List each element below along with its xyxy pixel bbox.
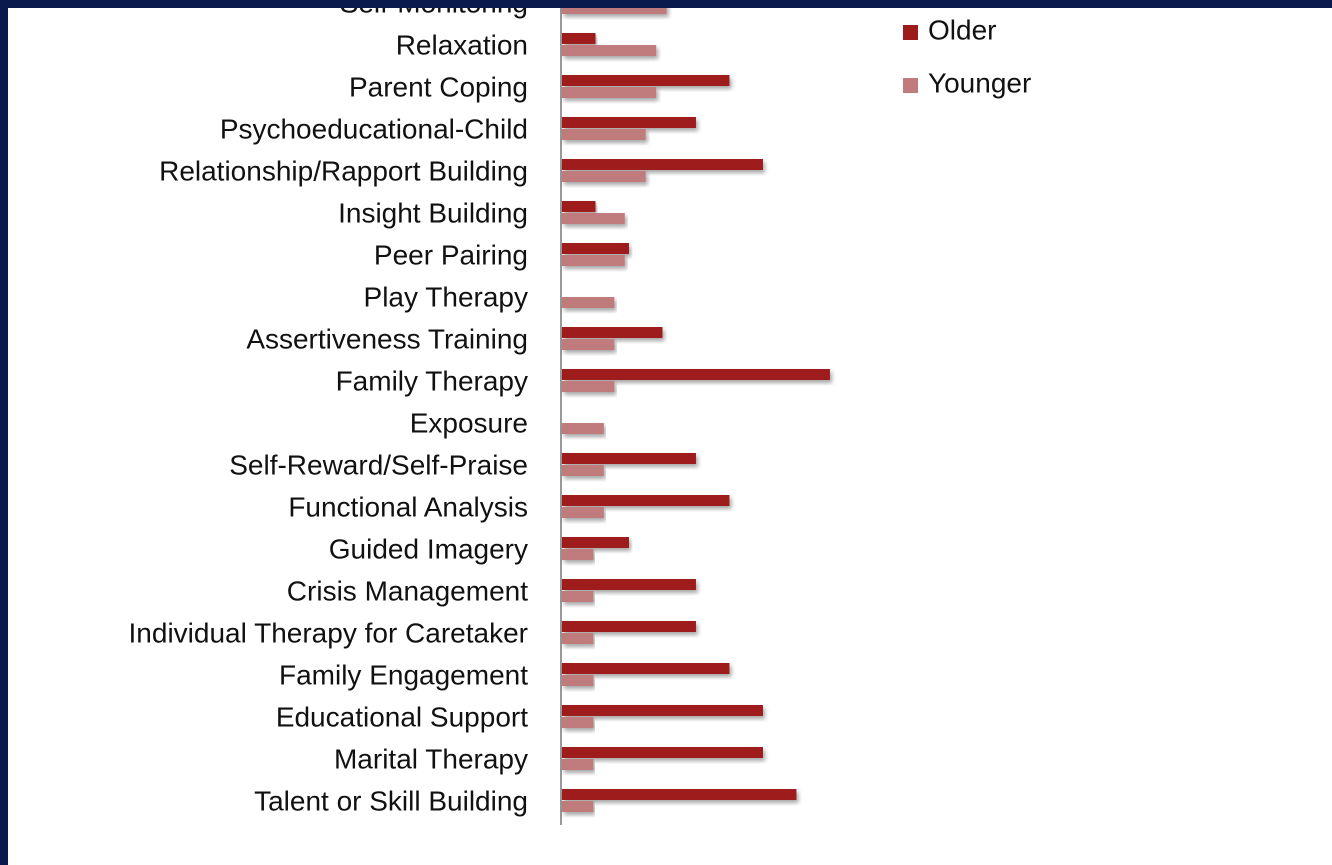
- bar: [562, 801, 594, 812]
- bar: [562, 549, 594, 560]
- bar: [562, 453, 696, 464]
- bar: [562, 747, 763, 758]
- bar: [562, 579, 696, 590]
- category-label: Guided Imagery: [329, 533, 528, 564]
- category-label: Insight Building: [338, 197, 528, 228]
- bar: [562, 495, 730, 506]
- legend-swatch: [903, 78, 918, 93]
- category-label: Assertiveness Training: [246, 323, 528, 354]
- category-label: Relaxation: [396, 29, 528, 60]
- category-label: Functional Analysis: [288, 491, 528, 522]
- category-label: Play Therapy: [364, 281, 528, 312]
- legend-label: Younger: [928, 67, 1031, 98]
- bar: [562, 423, 604, 434]
- legend-label: Older: [928, 14, 996, 45]
- bar: [562, 75, 730, 86]
- bar: [562, 87, 657, 98]
- bar: [562, 3, 667, 14]
- bar: [562, 213, 625, 224]
- frame-left: [0, 0, 8, 865]
- bar: [562, 327, 663, 338]
- bar: [562, 171, 646, 182]
- bar: [562, 537, 629, 548]
- category-label: Exposure: [410, 407, 528, 438]
- bar: [562, 129, 646, 140]
- category-label: Educational Support: [276, 701, 528, 732]
- bar: [562, 759, 594, 770]
- bar: [562, 663, 730, 674]
- bar: [562, 381, 615, 392]
- category-label: Psychoeducational-Child: [220, 113, 528, 144]
- bar: [562, 369, 830, 380]
- bar: [562, 33, 596, 44]
- bar: [562, 789, 797, 800]
- bar: [562, 159, 763, 170]
- bar: [562, 621, 696, 632]
- legend-swatch: [903, 25, 918, 40]
- category-label: Peer Pairing: [374, 239, 528, 270]
- category-label: Individual Therapy for Caretaker: [129, 617, 528, 648]
- category-label: Crisis Management: [287, 575, 528, 606]
- bar: [562, 45, 657, 56]
- category-label: Talent or Skill Building: [254, 785, 528, 816]
- bar: [562, 591, 594, 602]
- bar: [562, 243, 629, 254]
- category-label: Family Therapy: [336, 365, 528, 396]
- bar: [562, 675, 594, 686]
- bar: [562, 297, 615, 308]
- bar: [562, 117, 696, 128]
- category-label: Self-Reward/Self-Praise: [229, 449, 528, 480]
- category-label: Relationship/Rapport Building: [159, 155, 528, 186]
- category-label: Parent Coping: [349, 71, 528, 102]
- category-label: Family Engagement: [279, 659, 528, 690]
- category-label: Marital Therapy: [334, 743, 528, 774]
- bar: [562, 705, 763, 716]
- bar: [562, 465, 604, 476]
- plot-background: [8, 8, 1332, 865]
- bar: [562, 201, 596, 212]
- frame-top: [0, 0, 1332, 8]
- bar: [562, 255, 625, 266]
- bar: [562, 507, 604, 518]
- bar: [562, 633, 594, 644]
- bar: [562, 717, 594, 728]
- bar: [562, 339, 615, 350]
